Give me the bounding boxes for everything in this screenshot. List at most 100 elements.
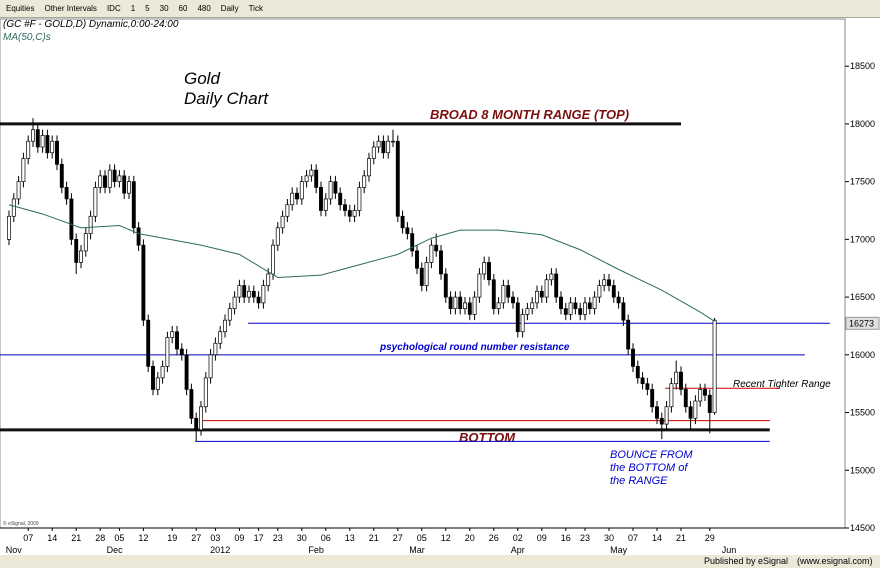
candle-body [93,187,98,217]
candle-body [59,163,64,188]
candle-body [247,290,251,298]
candle-body [131,181,136,229]
y-tick-label: 14500 [850,523,875,533]
x-tick-label: 30 [604,533,614,543]
candle-body [530,302,535,309]
toolbar-item[interactable]: IDC [106,4,121,13]
candle-body [664,406,669,425]
candle-body [69,198,74,240]
candle-body [136,227,141,246]
x-tick-label: 21 [71,533,81,543]
x-tick-label: 29 [705,533,715,543]
candle-body [103,175,107,188]
candle-body [602,279,607,286]
candle-body [592,296,597,309]
candle-body [88,215,93,234]
annotation: psychological round number resistance [379,342,570,353]
toolbar-item[interactable]: Tick [248,4,263,13]
candle-body [347,210,352,217]
candle-body [280,215,285,229]
candle-body [621,302,626,321]
candle-body [21,158,26,182]
toolbar-item[interactable]: Equities [6,4,35,13]
annotation: BROAD 8 MONTH RANGE (TOP) [430,107,629,122]
candle-body [491,279,496,309]
x-tick-label: 07 [23,533,33,543]
candle-body [472,296,477,315]
chart: (GC #F - GOLD,D) Dynamic,0:00-24:00 MA(5… [0,18,880,555]
candle-body [626,319,631,350]
candle-body [323,198,328,211]
candle-body [487,262,491,281]
candle-body [549,273,554,281]
candle-body [640,377,645,385]
x-tick-label: 03 [210,533,220,543]
candle-body [295,192,299,200]
candle-body [616,296,621,304]
candle-body [381,140,386,154]
candle-body [218,331,223,344]
candle-body [578,308,583,315]
candle-body [16,181,21,200]
candle-body [371,146,376,159]
candle-body [467,302,472,315]
candle-body [559,296,563,309]
candle-body [189,389,194,419]
candle-body [674,371,679,385]
candle-body [395,140,400,217]
candle-body [573,302,578,309]
x-tick-label: 21 [676,533,686,543]
toolbar-item[interactable]: Other Intervals [44,4,97,13]
month-label: 2012 [210,545,230,555]
y-tick-label: 18000 [850,119,875,129]
candle-body [208,354,213,379]
candle-body [698,389,703,402]
candle-body [309,169,314,177]
moving-average [8,204,715,322]
candle-body [597,285,602,298]
x-tick-label: 17 [254,533,264,543]
url: (www.esignal.com) [797,556,873,566]
candle-body [266,273,271,286]
candle-body [655,406,659,419]
toolbar-item[interactable]: 480 [197,4,211,13]
candle-body [26,140,31,159]
candle-body [7,215,11,240]
month-label: Nov [6,545,23,555]
copyright: © eSignal, 2009 [3,520,39,527]
toolbar-item[interactable]: 5 [145,4,150,13]
y-tick-label: 17000 [850,234,875,244]
candle-body [650,389,655,408]
candle-body [194,417,199,431]
toolbar-item[interactable]: 1 [130,4,136,13]
candle-body [285,204,290,217]
candle-body [554,273,559,298]
candle-body [275,227,280,246]
price-label: 16273 [849,318,874,328]
x-tick-label: 02 [513,533,523,543]
x-tick-label: 27 [191,533,201,543]
candle-body [506,285,511,298]
candle-body [410,233,415,252]
candle-body [683,389,688,408]
candle-body [386,140,391,154]
candle-body [587,302,592,309]
x-tick-label: 07 [628,533,638,543]
candle-body [544,279,549,298]
candle-body [328,181,333,200]
candle-body [631,348,635,367]
ma-label: MA(50,C)s [3,32,51,43]
toolbar-item[interactable]: 60 [178,4,188,13]
y-tick-label: 16500 [850,292,875,302]
candle-body [679,371,683,390]
candle-body [261,285,266,304]
candle-body [539,290,544,298]
toolbar-item[interactable]: 30 [159,4,169,13]
candle-body [458,296,463,309]
candle-body [611,285,616,298]
candle-body [419,267,424,286]
toolbar-item[interactable]: Daily [220,4,239,13]
chart-header: (GC #F - GOLD,D) Dynamic,0:00-24:00 [3,19,179,30]
x-tick-label: 28 [95,533,105,543]
